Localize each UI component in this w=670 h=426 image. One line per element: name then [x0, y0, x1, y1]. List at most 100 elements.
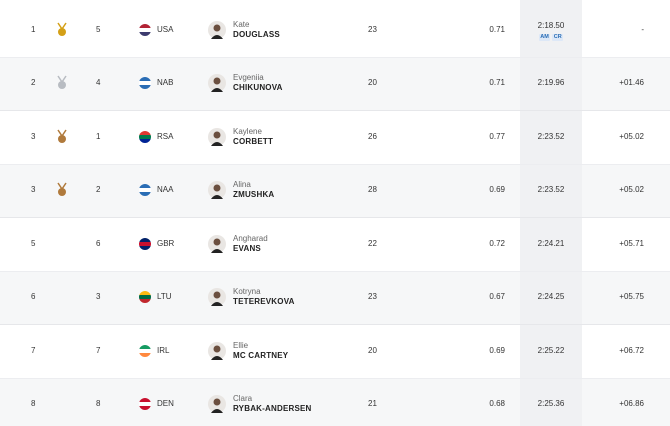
- flag-stripe: [139, 291, 151, 296]
- time-behind: +06.86: [619, 399, 644, 409]
- avatar-body: [211, 141, 223, 146]
- rank: 8: [31, 399, 36, 409]
- medal-disc: [58, 27, 66, 36]
- medal-icon: [57, 75, 67, 90]
- rank: 7: [31, 345, 36, 355]
- flag-stripe: [139, 134, 151, 139]
- country-code: NAB: [157, 78, 174, 88]
- lane: 8: [96, 399, 101, 409]
- last-name: CORBETT: [233, 136, 274, 146]
- first-name: Alina: [233, 180, 251, 190]
- flag-stripe: [139, 245, 151, 250]
- medal-disc: [58, 134, 66, 143]
- reaction-time: 0.71: [489, 78, 505, 88]
- lane: 7: [96, 345, 101, 355]
- rank: 6: [31, 292, 36, 302]
- flag-stripe: [139, 27, 151, 32]
- last-name: TETEREVKOVA: [233, 297, 295, 307]
- flag-stripe: [139, 188, 151, 193]
- athlete-avatar: [208, 234, 226, 253]
- lane: 2: [96, 185, 101, 195]
- time-behind: +05.71: [619, 238, 644, 248]
- avatar-body: [211, 409, 223, 414]
- flag-icon: [139, 23, 151, 36]
- avatar-head: [213, 131, 221, 139]
- result-row: 1 5 USA Kate DOUGLASS 23 0.71 2:18.50 AM CR -: [0, 3, 670, 58]
- reaction-time: 0.67: [489, 292, 505, 302]
- country-code: RSA: [157, 131, 174, 141]
- final-time: 2:19.96: [537, 78, 565, 88]
- athlete-avatar: [208, 20, 226, 39]
- medal-icon: [57, 182, 67, 197]
- lane: 3: [96, 292, 101, 302]
- avatar-head: [213, 184, 221, 192]
- age: 23: [368, 24, 377, 34]
- avatar-body: [211, 34, 223, 39]
- age: 23: [368, 292, 377, 302]
- time-behind: -: [641, 24, 644, 34]
- medal-disc: [58, 81, 66, 90]
- final-time: 2:18.50: [537, 20, 565, 30]
- country-code: DEN: [157, 399, 174, 409]
- avatar-body: [211, 88, 223, 93]
- medal-icon: [57, 22, 67, 36]
- time-behind: +05.75: [619, 292, 644, 302]
- flag-stripe: [139, 23, 151, 28]
- country-code: NAA: [157, 185, 174, 195]
- result-row: 3 2 NAA Alina ZMUSHKA 28 0.69 2:23.52 +05.02: [0, 163, 670, 218]
- record-badge: AM: [538, 33, 551, 41]
- rank: 2: [31, 78, 36, 88]
- first-name: Kotryna: [233, 287, 261, 297]
- age: 22: [368, 238, 377, 248]
- flag-stripe: [139, 237, 151, 242]
- last-name: EVANS: [233, 243, 261, 253]
- avatar-head: [213, 77, 221, 85]
- country-code: USA: [157, 24, 174, 34]
- reaction-time: 0.71: [489, 24, 505, 34]
- age: 26: [368, 131, 377, 141]
- avatar-body: [211, 355, 223, 360]
- flag-icon: [139, 398, 151, 411]
- rank: 3: [31, 185, 36, 195]
- flag-stripe: [139, 295, 151, 300]
- country-code: LTU: [157, 292, 172, 302]
- record-badge: CR: [552, 33, 564, 41]
- result-row: 2 4 NAB Evgeniia CHIKUNOVA 20 0.71 2:19.96 +01.4…: [0, 56, 670, 111]
- flag-stripe: [139, 85, 151, 90]
- avatar-head: [213, 345, 221, 353]
- medal-disc: [58, 188, 66, 197]
- flag-stripe: [139, 31, 151, 36]
- lane: 6: [96, 238, 101, 248]
- result-row: 5 6 GBR Angharad EVANS 22 0.72 2:24.21 +05.71: [0, 217, 670, 272]
- record-badges: AM CR: [520, 31, 582, 41]
- avatar-head: [213, 238, 221, 246]
- rank: 5: [31, 238, 36, 248]
- rank: 1: [31, 24, 36, 34]
- reaction-time: 0.68: [489, 399, 505, 409]
- flag-icon: [139, 130, 151, 143]
- avatar-body: [211, 248, 223, 253]
- flag-stripe: [139, 299, 151, 304]
- time-behind: +05.02: [619, 185, 644, 195]
- flag-icon: [139, 184, 151, 197]
- athlete-avatar: [208, 127, 226, 146]
- lane: 5: [96, 24, 101, 34]
- athlete-avatar: [208, 181, 226, 200]
- final-time: 2:25.22: [537, 345, 565, 355]
- country-code: GBR: [157, 238, 175, 248]
- flag-stripe: [139, 184, 151, 189]
- time-behind: +05.02: [619, 131, 644, 141]
- final-time: 2:25.36: [537, 399, 565, 409]
- last-name: RYBAK-ANDERSEN: [233, 404, 312, 414]
- avatar-head: [213, 24, 221, 32]
- reaction-time: 0.77: [489, 131, 505, 141]
- flag-stripe: [139, 348, 151, 353]
- last-name: ZMUSHKA: [233, 190, 275, 200]
- first-name: Angharad: [233, 233, 268, 243]
- age: 28: [368, 185, 377, 195]
- final-time: 2:23.52: [537, 131, 565, 141]
- age: 21: [368, 399, 377, 409]
- first-name: Ellie: [233, 340, 249, 350]
- flag-stripe: [139, 241, 151, 246]
